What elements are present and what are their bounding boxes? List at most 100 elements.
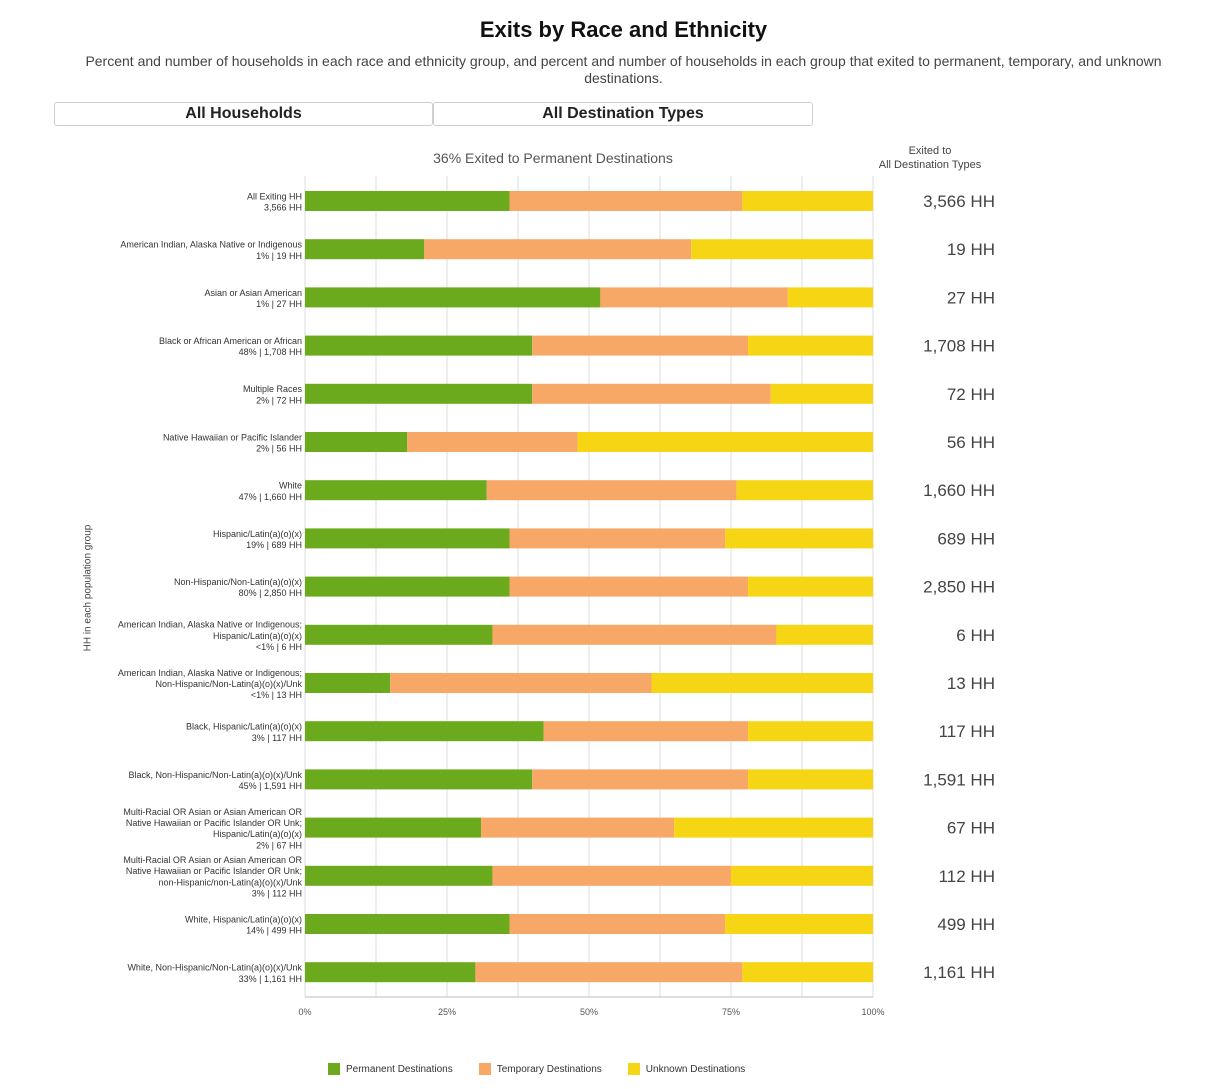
row-label: All Exiting HH 3,566 HH — [247, 191, 302, 212]
bar-segment-permanent — [305, 721, 544, 742]
bar-segment-permanent — [305, 962, 476, 983]
x-tick-label: 0% — [298, 1007, 311, 1017]
row-label-line: Native Hawaiian or Pacific Islander OR U… — [126, 866, 302, 876]
row-label-line: Hispanic/Latin(a)(o)(x) — [213, 529, 302, 539]
row-label-line: Asian or Asian American — [204, 288, 302, 298]
row-label-line: Native Hawaiian or Pacific Islander — [163, 432, 302, 442]
row-total: 1,660 HH — [923, 481, 995, 500]
row-label-line: Black or African American or African — [159, 336, 302, 346]
legend-item-permanent[interactable]: Permanent Destinations — [328, 1063, 453, 1075]
bar-segment-permanent — [305, 817, 482, 838]
legend-swatch-permanent — [328, 1063, 340, 1075]
row-label-line: American Indian, Alaska Native or Indige… — [118, 620, 302, 630]
row-label-line: 3% | 112 HH — [252, 889, 302, 899]
row-label-line: Native Hawaiian or Pacific Islander OR U… — [126, 818, 302, 828]
row-label: Multiple Races 2% | 72 HH — [243, 384, 303, 405]
bar-segment-permanent — [305, 335, 533, 356]
row-label-line: 2% | 72 HH — [256, 395, 302, 405]
bar-segment-unknown — [651, 673, 873, 693]
row-label-line: 3,566 HH — [264, 203, 302, 213]
bar-segment-unknown — [787, 287, 873, 308]
row-label-line: non-Hispanic/non-Latin(a)(o)(x)/Unk — [158, 877, 302, 887]
row-label: Black, Non-Hispanic/Non-Latin(a)(o)(x)/U… — [128, 770, 302, 791]
legend-item-temporary[interactable]: Temporary Destinations — [478, 1063, 602, 1075]
x-tick-label: 75% — [722, 1007, 740, 1017]
bar-segment-permanent — [305, 191, 510, 211]
row-label-line: 1% | 19 HH — [256, 251, 302, 261]
bar-segment-temporary — [407, 432, 578, 452]
bar-segment-temporary — [509, 914, 726, 934]
bar-segment-temporary — [509, 576, 749, 597]
legend-label-temporary: Temporary Destinations — [496, 1063, 602, 1075]
row-total: 6 HH — [956, 626, 995, 645]
row-label: White 47% | 1,660 HH — [239, 481, 302, 502]
bar-segment-temporary — [509, 528, 726, 549]
row-label: Multi-Racial OR Asian or Asian American … — [123, 855, 302, 899]
bar-segment-unknown — [748, 576, 873, 597]
row-total: 1,708 HH — [923, 337, 995, 356]
bar-segment-temporary — [543, 721, 749, 742]
row-label-line: <1% | 6 HH — [256, 642, 302, 652]
row-label-line: 3% | 117 HH — [252, 733, 302, 743]
bar-segment-permanent — [305, 239, 425, 260]
row-label-line: Non-Hispanic/Non-Latin(a)(o)(x)/Unk — [155, 679, 302, 689]
bar-segment-unknown — [770, 383, 873, 404]
bar-segment-permanent — [305, 865, 493, 886]
row-label: Black, Hispanic/Latin(a)(o)(x) 3% | 117 H… — [186, 722, 302, 743]
bar-segment-temporary — [509, 191, 743, 211]
bar-segment-temporary — [492, 624, 777, 645]
row-label-line: <1% | 13 HH — [251, 690, 302, 700]
row-label-line: 80% | 2,850 HH — [239, 588, 302, 598]
bar-segment-unknown — [725, 914, 873, 934]
legend-label-permanent: Permanent Destinations — [346, 1063, 453, 1075]
row-label-line: Black, Non-Hispanic/Non-Latin(a)(o)(x)/U… — [128, 770, 302, 780]
bar-segment-permanent — [305, 673, 391, 693]
row-label: American Indian, Alaska Native or Indige… — [120, 240, 302, 261]
legend-item-unknown[interactable]: Unknown Destinations — [627, 1063, 745, 1075]
row-label-line: American Indian, Alaska Native or Indige… — [120, 240, 302, 250]
row-total: 117 HH — [939, 722, 995, 741]
row-label-line: Multiple Races — [243, 384, 303, 394]
row-label-line: 45% | 1,591 HH — [239, 781, 302, 791]
row-label-line: White, Hispanic/Latin(a)(o)(x) — [185, 914, 302, 924]
x-tick-label: 25% — [438, 1007, 456, 1017]
row-total: 3,566 HH — [923, 192, 995, 211]
bar-segment-unknown — [748, 335, 873, 356]
row-label: Multi-Racial OR Asian or Asian American … — [123, 807, 302, 851]
row-total: 1,161 HH — [923, 963, 995, 982]
row-label-line: 47% | 1,660 HH — [239, 492, 302, 502]
row-label-line: Black, Hispanic/Latin(a)(o)(x) — [186, 722, 302, 732]
bar-segment-permanent — [305, 769, 533, 790]
legend-swatch-unknown — [627, 1063, 640, 1075]
row-label-line: 2% | 56 HH — [256, 444, 302, 454]
bar-segment-unknown — [577, 432, 873, 452]
bar-segment-unknown — [748, 721, 873, 742]
bar-segment-temporary — [486, 480, 737, 501]
bar-segment-unknown — [742, 191, 873, 211]
households-filter-dropdown[interactable]: All Households — [54, 102, 433, 126]
chart-headline: 36% Exited to Permanent Destinations — [433, 150, 673, 166]
row-label: American Indian, Alaska Native or Indige… — [118, 620, 302, 652]
bar-segment-permanent — [305, 528, 510, 549]
bar-segment-temporary — [390, 673, 652, 693]
row-label: Hispanic/Latin(a)(o)(x) 19% | 689 HH — [213, 529, 302, 550]
row-total: 67 HH — [947, 819, 995, 838]
bar-segment-unknown — [776, 624, 873, 645]
row-label: White, Non-Hispanic/Non-Latin(a)(o)(x)/U… — [127, 963, 302, 984]
bar-segment-unknown — [691, 239, 873, 260]
row-total: 499 HH — [937, 915, 995, 934]
chart-legend: Permanent Destinations Temporary Destina… — [328, 1063, 745, 1075]
destination-type-filter-dropdown[interactable]: All Destination Types — [433, 102, 813, 126]
row-label-line: 19% | 689 HH — [246, 540, 302, 550]
bar-segment-unknown — [674, 817, 873, 838]
bar-segment-unknown — [731, 865, 873, 886]
bar-segment-permanent — [305, 432, 408, 452]
chart-subtitle: Percent and number of households in each… — [85, 53, 1162, 86]
bar-segment-permanent — [305, 480, 487, 501]
bar-segment-temporary — [481, 817, 675, 838]
row-label: American Indian, Alaska Native or Indige… — [118, 668, 303, 700]
row-label: Non-Hispanic/Non-Latin(a)(o)(x) 80% | 2,8… — [174, 577, 302, 598]
row-label-line: 1% | 27 HH — [256, 299, 302, 309]
row-total: 689 HH — [937, 529, 995, 548]
bar-segment-permanent — [305, 914, 510, 934]
